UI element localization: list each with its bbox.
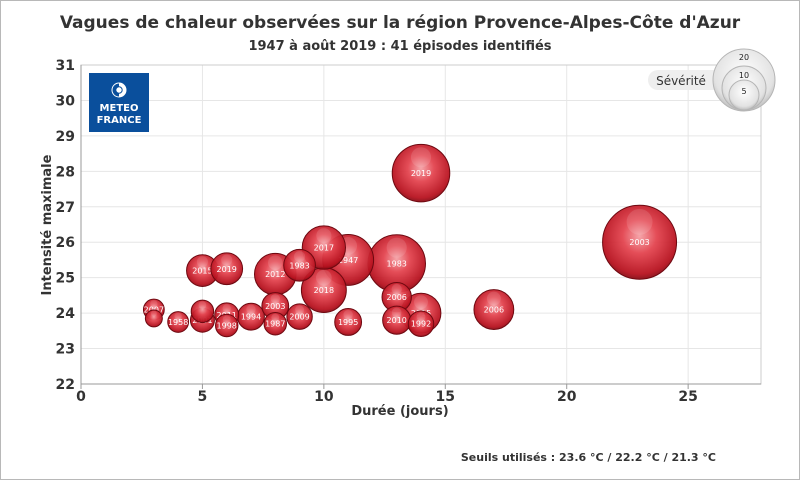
meteo-france-logo: METEO FRANCE	[89, 73, 149, 132]
bubble-highlight	[391, 283, 402, 295]
bubble-label: 1947	[338, 256, 358, 265]
y-tick-label: 24	[56, 306, 76, 322]
bubble-label: 2009	[289, 313, 309, 322]
y-tick-label: 31	[56, 58, 75, 74]
legend-label-10: 10	[739, 71, 749, 80]
bubble	[263, 312, 288, 336]
y-axis-label: Intensité maximale	[40, 154, 55, 295]
bubble	[391, 143, 451, 203]
bubble-highlight	[174, 312, 182, 320]
bubble-label: 1983	[289, 261, 309, 270]
bubble-highlight	[343, 309, 353, 320]
bubble-highlight	[268, 255, 283, 270]
bubble	[190, 299, 215, 324]
x-tick-labels: 0 5 10 15 20 25	[76, 384, 698, 405]
bubble	[167, 311, 190, 333]
bubble-label: 1983	[387, 259, 407, 268]
bubble-highlight	[246, 304, 256, 314]
bubble-label: 1992	[411, 320, 431, 329]
y-tick-label: 28	[56, 164, 75, 180]
y-tick-label: 30	[56, 93, 76, 109]
x-tick-label: 5	[198, 389, 208, 405]
bubble-highlight	[196, 256, 208, 268]
bubble-highlight	[626, 208, 653, 235]
size-legend: Sévérité 20 10 5	[648, 48, 776, 112]
bubble	[210, 252, 244, 286]
bubble	[144, 309, 163, 328]
legend-circle-5	[728, 79, 760, 111]
bubble-label: 2006	[484, 306, 504, 315]
bubble-label: 2003	[265, 302, 285, 311]
bubble-highlight	[222, 315, 231, 324]
bubble-highlight	[386, 237, 407, 258]
bubble-highlight	[315, 269, 332, 286]
bubble	[407, 310, 435, 337]
bubble-highlight	[198, 301, 207, 310]
y-tick-labels: 22 23 24 25 26 27 28 29 30 31	[56, 58, 76, 393]
bubble-label: 2019	[411, 169, 431, 178]
chart-subtitle: 1947 à août 2019 : 41 épisodes identifié…	[248, 39, 551, 54]
legend-title-box	[648, 70, 728, 90]
bubble	[283, 248, 316, 282]
bubble	[602, 204, 678, 280]
y-tick-label: 26	[56, 235, 75, 251]
bubble-highlight	[150, 300, 158, 308]
bubble-label: 2012	[265, 270, 285, 279]
bubble-label: 1987	[265, 320, 285, 329]
x-tick-label: 15	[436, 389, 455, 405]
x-tick-label: 25	[678, 389, 697, 405]
logo-text-line1: METEO	[100, 103, 139, 114]
y-tick-label: 25	[56, 271, 75, 287]
bubble-highlight	[414, 295, 428, 310]
bubble-highlight	[294, 250, 306, 263]
y-tick-label: 22	[56, 377, 75, 393]
bubble	[473, 289, 515, 330]
logo-emblem-core	[115, 86, 123, 94]
logo-text-line2: FRANCE	[97, 115, 142, 126]
bubble-label: 2017	[314, 244, 334, 253]
bubble-label: 2006	[387, 293, 407, 302]
bubble	[214, 313, 239, 338]
bubble-highlight	[222, 304, 231, 313]
bubble-highlight	[295, 305, 305, 315]
legend-label-5: 5	[741, 87, 746, 96]
bubble-label: 2018	[314, 286, 334, 295]
x-tick-label: 10	[314, 389, 334, 405]
bubble-label: 1995	[338, 318, 358, 327]
bubble-label: 2003	[629, 238, 649, 247]
bubble	[286, 303, 313, 330]
x-tick-label: 20	[557, 389, 577, 405]
thresholds-footer: Seuils utilisés : 23.6 °C / 22.2 °C / 21…	[461, 451, 716, 464]
bubble	[334, 308, 363, 336]
bubbles: 2003198320191947201820172012201520062015…	[142, 143, 678, 338]
legend-title: Sévérité	[656, 74, 706, 88]
y-tick-label: 27	[56, 200, 75, 216]
bubble-highlight	[486, 291, 501, 306]
legend-label-20: 20	[739, 53, 749, 62]
bubble-highlight	[410, 147, 432, 168]
x-tick-label: 0	[76, 389, 86, 405]
bubble-label: 1998	[217, 322, 237, 331]
y-tick-label: 29	[56, 129, 75, 145]
bubble-label: 1994	[241, 313, 261, 322]
bubble-highlight	[316, 228, 332, 244]
bubble-highlight	[416, 312, 426, 322]
bubble-highlight	[221, 254, 233, 266]
bubble-label: 1958	[168, 318, 188, 327]
x-axis-label: Durée (jours)	[351, 404, 448, 419]
bubble-label: 2019	[217, 265, 237, 274]
chart-title: Vagues de chaleur observées sur la régio…	[60, 13, 741, 33]
bubble-highlight	[150, 310, 157, 317]
bubble-highlight	[271, 313, 280, 322]
bubble-label: 2010	[387, 316, 407, 325]
bubble-highlight	[270, 293, 280, 304]
bubble-highlight	[391, 307, 402, 318]
bubble-label: 2015	[192, 267, 212, 276]
y-tick-label: 23	[56, 342, 75, 358]
